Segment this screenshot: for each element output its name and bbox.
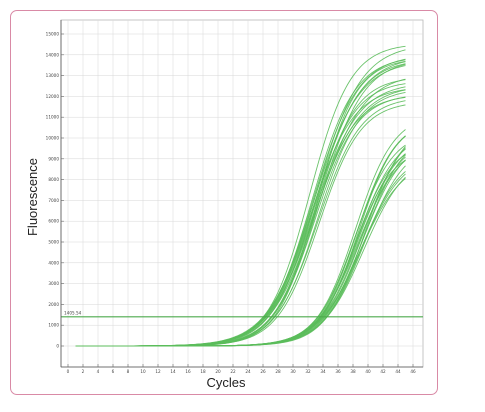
x-tick-label: 36 [335,369,341,374]
threshold-label: 1405.54 [64,310,82,315]
x-tick-label: 14 [170,369,176,374]
y-tick-label: 7000 [48,198,59,203]
y-tick-label: 14000 [46,52,60,57]
x-tick-label: 12 [155,369,161,374]
x-tick-labels: 0 2 4 6 8 10 12 14 16 18 20 22 24 26 28 30 32 34 36 38 40 42 4… [67,369,416,374]
x-tick-label: 0 [67,369,70,374]
x-tick-label: 20 [215,369,221,374]
x-tick-label: 16 [185,369,191,374]
y-tick-label: 4000 [48,260,59,265]
y-tick-label: 10000 [46,136,60,141]
y-tick-label: 9000 [48,156,59,161]
y-tick-label: 12000 [46,94,60,99]
y-tick-label: 6000 [48,219,59,224]
x-tick-label: 2 [82,369,85,374]
y-tick-labels: 0 1000 2000 3000 4000 5000 6000 7000 8000 9000 100… [46,32,60,349]
y-tick-label: 5000 [48,240,59,245]
x-tick-label: 44 [395,369,401,374]
y-tick-label: 1000 [48,323,59,328]
y-tick-label: 13000 [46,73,60,78]
x-axis-title: Cycles [206,375,246,390]
x-tick-label: 40 [365,369,371,374]
plot-area-background [60,19,424,368]
amplification-curves [75,45,406,347]
x-tick-label: 22 [230,369,236,374]
x-tick-label: 32 [305,369,311,374]
x-tick-label: 4 [97,369,100,374]
x-tick-label: 30 [290,369,296,374]
x-tick-label: 26 [260,369,266,374]
y-tick-label: 15000 [46,32,60,37]
y-tick-label: 2000 [48,302,59,307]
x-tick-label: 18 [200,369,206,374]
axes [60,20,423,368]
y-tick-label: 0 [56,344,59,349]
y-tick-label: 3000 [48,281,59,286]
x-tick-label: 46 [410,369,416,374]
amplification-curve [75,178,406,347]
x-tick-label: 24 [245,369,251,374]
x-tick-label: 28 [275,369,281,374]
x-tick-label: 42 [380,369,386,374]
x-tick-label: 34 [320,369,326,374]
x-tick-label: 10 [140,369,146,374]
y-tick-label: 8000 [48,177,59,182]
x-tick-label: 6 [112,369,115,374]
x-tick-label: 38 [350,369,356,374]
y-tick-label: 11000 [46,115,60,120]
y-axis-title: Fluorescence [25,158,40,236]
x-tick-label: 8 [127,369,130,374]
threshold-group: 1405.54 [61,310,423,318]
